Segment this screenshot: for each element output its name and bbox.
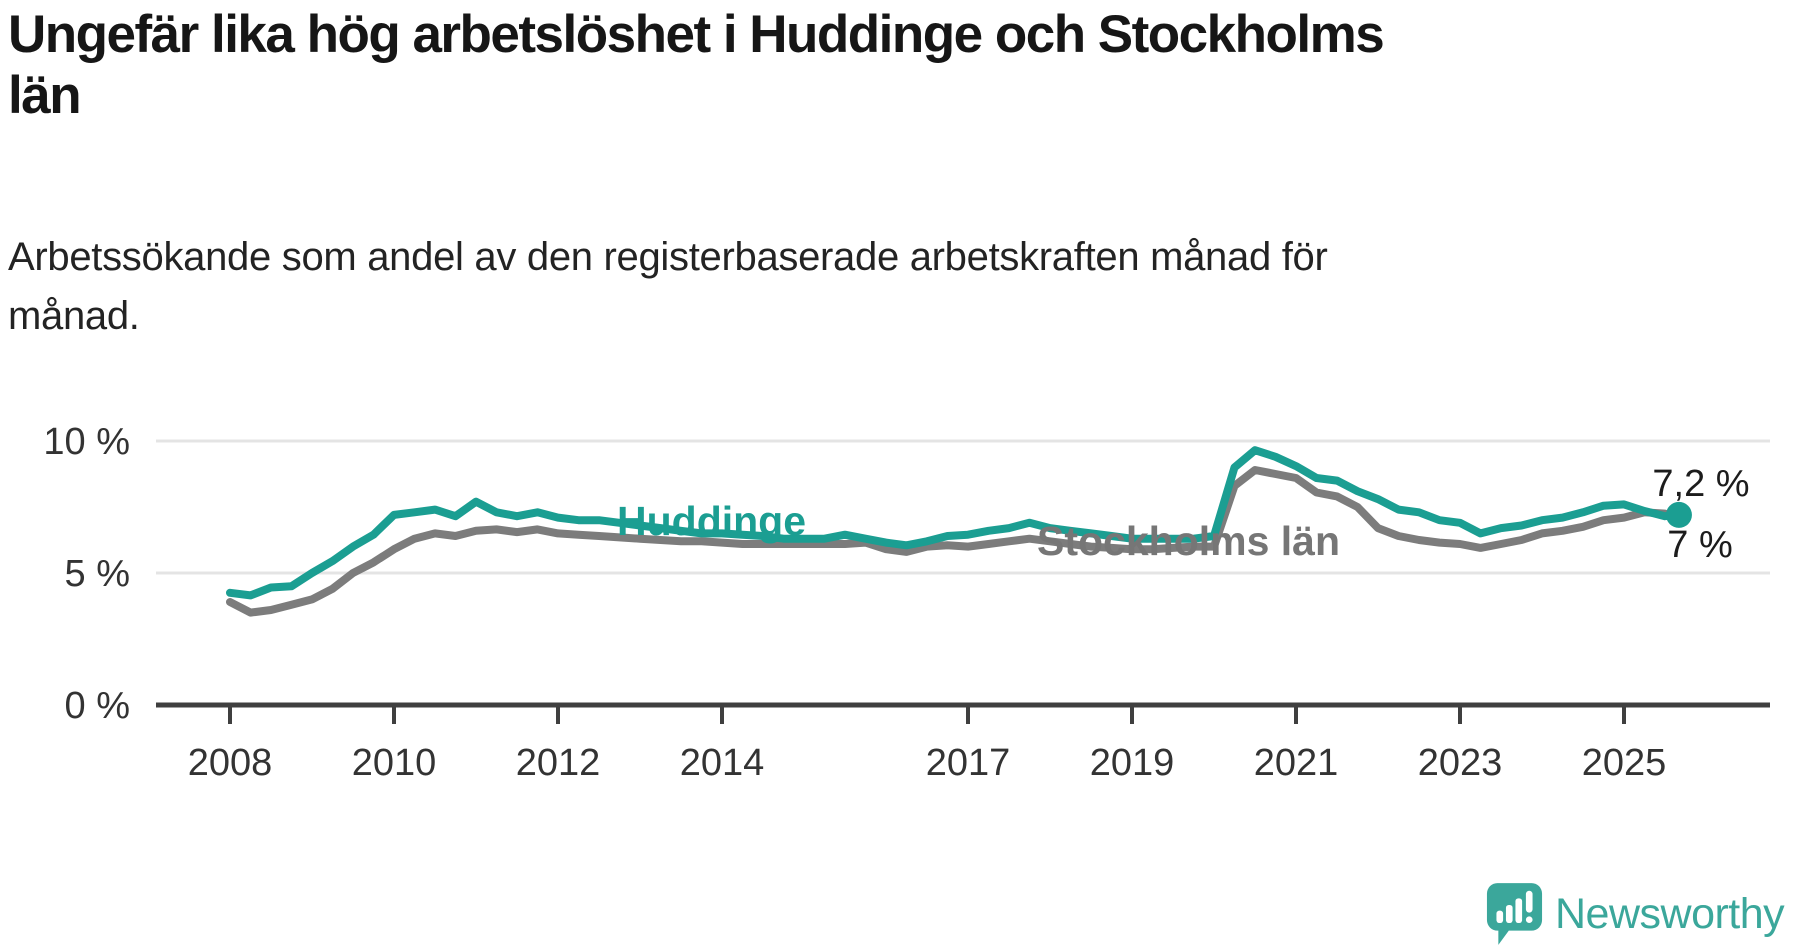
bar-chart-speech-bubble-icon [1486, 883, 1543, 945]
chart-subtitle-line-2: månad. [8, 294, 140, 338]
y-tick-label: 5 % [65, 553, 130, 595]
exclamation-bar [1525, 890, 1533, 913]
newsworthy-logo: Newsworthy [1486, 882, 1785, 946]
bar-small [1496, 910, 1504, 924]
x-tick-label: 2017 [926, 742, 1011, 784]
series-line-huddinge [226, 446, 1683, 600]
y-tick-label: 10 % [43, 421, 130, 463]
speech-bubble-shape [1486, 883, 1543, 945]
y-tick-label: 0 % [65, 685, 130, 727]
end-value-label-stockholms-lan: 7 % [1667, 524, 1732, 566]
series-end-dot-huddinge [1665, 501, 1692, 528]
x-tick-label: 2012 [516, 742, 601, 784]
series-label-huddinge: Huddinge [617, 498, 806, 544]
newsworthy-logo-text: Newsworthy [1555, 889, 1785, 938]
x-tick-label: 2023 [1418, 742, 1503, 784]
x-tick-label: 2014 [680, 742, 765, 784]
chart-subtitle-line-1: Arbetssökande som andel av den registerb… [8, 235, 1328, 279]
x-tick-label: 2025 [1582, 742, 1667, 784]
x-tick-label: 2010 [352, 742, 437, 784]
x-tick-label: 2019 [1090, 742, 1175, 784]
chart-subtitle: Arbetssökande som andel av den registerb… [8, 228, 1608, 346]
chart-title-line-1: Ungefär lika hög arbetslöshet i Huddinge… [8, 5, 1385, 64]
chart-title: Ungefär lika hög arbetslöshet i Huddinge… [8, 4, 1796, 126]
end-value-label-huddinge: 7,2 % [1652, 463, 1749, 505]
x-tick-label: 2021 [1254, 742, 1339, 784]
series-label-stockholms-lan: Stockholms län [1037, 518, 1340, 564]
exclamation-dot [1525, 916, 1533, 924]
x-tick-label: 2008 [188, 742, 273, 784]
bar-medium [1505, 904, 1513, 924]
series-line-stockholms-lan [226, 466, 1683, 617]
chart-title-line-2: län [8, 66, 82, 125]
bar-large [1515, 898, 1523, 924]
